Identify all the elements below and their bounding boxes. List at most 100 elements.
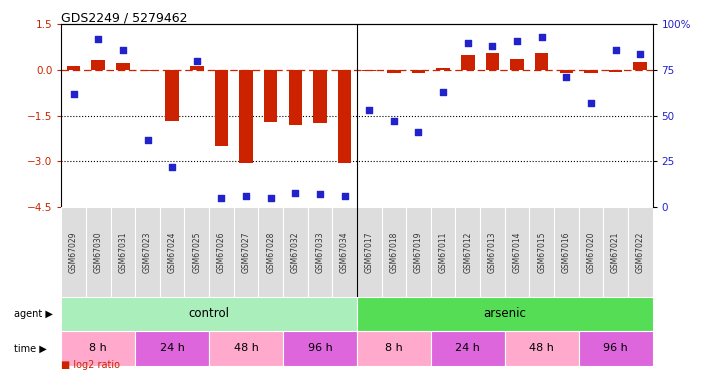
Bar	[430, 331, 505, 366]
Point	[363, 107, 375, 113]
Text: GSM67012: GSM67012	[464, 231, 472, 273]
Bar	[535, 53, 549, 70]
Bar	[283, 331, 357, 366]
Text: control: control	[189, 308, 229, 320]
Bar	[406, 207, 430, 297]
Point	[92, 36, 104, 42]
Bar	[234, 207, 258, 297]
Bar	[110, 207, 136, 297]
Bar	[554, 207, 579, 297]
Text: GSM67023: GSM67023	[143, 231, 152, 273]
Text: GSM67024: GSM67024	[168, 231, 177, 273]
Point	[487, 44, 498, 50]
Text: GSM67028: GSM67028	[266, 231, 275, 273]
Bar	[584, 70, 598, 73]
Point	[536, 34, 547, 40]
Bar	[559, 70, 573, 73]
Bar	[264, 70, 278, 122]
Text: GSM67016: GSM67016	[562, 231, 571, 273]
Text: GSM67019: GSM67019	[414, 231, 423, 273]
Text: GSM67015: GSM67015	[537, 231, 546, 273]
Bar	[510, 59, 523, 70]
Text: GSM67022: GSM67022	[636, 231, 645, 273]
Text: 8 h: 8 h	[89, 344, 107, 353]
Bar	[160, 207, 185, 297]
Point	[388, 118, 399, 124]
Text: GSM67029: GSM67029	[69, 231, 78, 273]
Text: GSM67020: GSM67020	[586, 231, 596, 273]
Point	[511, 38, 523, 44]
Text: GDS2249 / 5279462: GDS2249 / 5279462	[61, 11, 187, 24]
Bar	[209, 207, 234, 297]
Bar	[387, 70, 401, 72]
Bar	[313, 70, 327, 123]
Text: arsenic: arsenic	[483, 308, 526, 320]
Text: GSM67014: GSM67014	[513, 231, 521, 273]
Bar	[529, 207, 554, 297]
Point	[117, 47, 128, 53]
Bar	[505, 207, 529, 297]
Bar	[603, 207, 628, 297]
Text: 96 h: 96 h	[603, 344, 628, 353]
Point	[438, 89, 449, 95]
Point	[265, 195, 276, 201]
Bar	[141, 70, 154, 71]
Text: GSM67030: GSM67030	[94, 231, 102, 273]
Bar	[185, 207, 209, 297]
Text: 24 h: 24 h	[455, 344, 480, 353]
Point	[314, 191, 326, 197]
Point	[560, 74, 572, 80]
Point	[412, 129, 424, 135]
Text: GSM67034: GSM67034	[340, 231, 349, 273]
Bar	[116, 63, 130, 70]
Text: time ▶: time ▶	[14, 344, 47, 353]
Bar	[634, 62, 647, 70]
Bar	[486, 53, 499, 70]
Point	[142, 136, 154, 142]
Text: GSM67032: GSM67032	[291, 231, 300, 273]
Text: GSM67017: GSM67017	[365, 231, 373, 273]
Point	[240, 193, 252, 199]
Text: agent ▶: agent ▶	[14, 309, 53, 319]
Bar	[332, 207, 357, 297]
Point	[191, 58, 203, 64]
Bar	[308, 207, 332, 297]
Bar	[357, 331, 431, 366]
Bar	[412, 70, 425, 73]
Bar	[136, 331, 209, 366]
Text: GSM67027: GSM67027	[242, 231, 250, 273]
Point	[68, 91, 79, 97]
Text: 8 h: 8 h	[385, 344, 403, 353]
Point	[167, 164, 178, 170]
Bar	[239, 70, 253, 163]
Bar	[61, 207, 86, 297]
Text: 24 h: 24 h	[159, 344, 185, 353]
Point	[610, 47, 622, 53]
Point	[462, 40, 474, 46]
Bar	[436, 68, 450, 70]
Point	[339, 193, 350, 199]
Point	[290, 190, 301, 196]
Text: GSM67026: GSM67026	[217, 231, 226, 273]
Bar	[136, 207, 160, 297]
Bar	[67, 66, 80, 70]
Bar	[381, 207, 406, 297]
Bar	[215, 70, 228, 146]
Bar	[209, 331, 283, 366]
Bar	[505, 331, 578, 366]
Bar	[338, 70, 351, 163]
Bar	[258, 207, 283, 297]
Point	[585, 100, 597, 106]
Bar	[609, 70, 622, 72]
Bar	[578, 331, 653, 366]
Text: 48 h: 48 h	[529, 344, 554, 353]
Bar	[86, 207, 110, 297]
Bar	[461, 55, 474, 70]
Point	[634, 51, 646, 57]
Text: GSM67021: GSM67021	[611, 231, 620, 273]
Text: 48 h: 48 h	[234, 344, 259, 353]
Bar	[456, 207, 480, 297]
Bar	[283, 207, 308, 297]
Bar	[363, 70, 376, 71]
Bar	[92, 60, 105, 70]
